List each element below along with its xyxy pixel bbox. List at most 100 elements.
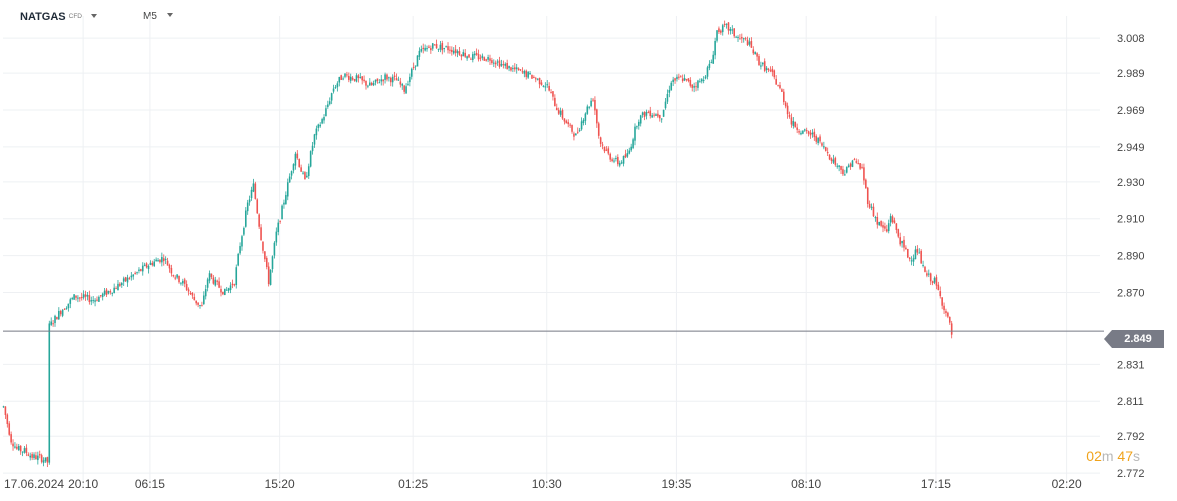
candle-body xyxy=(225,289,228,291)
y-tick-label: 2.910 xyxy=(1117,214,1145,226)
candle-body xyxy=(626,153,629,157)
candle-body xyxy=(4,406,7,415)
x-tick-label: 06:15 xyxy=(135,477,165,491)
candle-body xyxy=(769,70,772,72)
candle-body xyxy=(487,57,489,60)
candle-body xyxy=(727,22,730,31)
candle-body xyxy=(752,49,755,54)
candle-body xyxy=(647,112,650,114)
candle-body xyxy=(571,124,573,132)
candle-body xyxy=(731,29,734,31)
candle-body xyxy=(203,295,205,305)
candle-body xyxy=(344,73,346,77)
candle-body xyxy=(817,137,819,144)
candle-body xyxy=(498,60,501,67)
candle-body xyxy=(908,257,911,260)
candle-body xyxy=(506,62,508,70)
candle-body xyxy=(241,236,243,247)
candle-body xyxy=(620,162,623,164)
candle-body xyxy=(939,291,942,297)
candle-body xyxy=(948,316,951,323)
candle-body xyxy=(424,47,426,51)
y-tick-label: 2.870 xyxy=(1117,287,1145,299)
candle-body xyxy=(643,111,646,117)
candle-body xyxy=(926,273,928,276)
candle-body xyxy=(273,242,276,256)
candle-body xyxy=(210,273,213,278)
countdown-minutes: 02 xyxy=(1086,448,1102,464)
symbol-name: NATGAS xyxy=(20,11,66,23)
candle-body xyxy=(582,119,585,123)
candle-body xyxy=(857,163,860,165)
candle-body xyxy=(401,84,404,86)
candle-body xyxy=(451,49,453,53)
candle-body xyxy=(809,132,812,136)
candle-body xyxy=(725,23,728,25)
candle-body xyxy=(866,187,869,204)
candle-body xyxy=(42,460,45,463)
candle-body xyxy=(75,295,77,298)
candle-body xyxy=(216,280,218,282)
candle-body xyxy=(252,183,255,192)
candle-body xyxy=(456,51,459,54)
candle-body xyxy=(275,231,278,243)
candle-body xyxy=(601,144,604,146)
candle-body xyxy=(288,176,291,183)
candle-body xyxy=(493,62,495,64)
candle-body xyxy=(330,93,333,101)
candle-body xyxy=(662,109,665,117)
candle-body xyxy=(86,294,89,297)
candle-body xyxy=(868,203,871,208)
candle-body xyxy=(561,110,564,119)
candle-body xyxy=(521,71,524,73)
candle-body xyxy=(433,44,436,46)
candle-body xyxy=(681,78,684,82)
candle-body xyxy=(702,79,705,81)
candle-body xyxy=(542,85,545,87)
candle-body xyxy=(185,283,188,290)
candle-body xyxy=(763,61,766,71)
candle-body xyxy=(721,25,724,33)
candle-body xyxy=(565,120,568,124)
candle-body xyxy=(187,289,190,292)
candle-body xyxy=(884,226,886,229)
candle-body xyxy=(901,240,903,244)
candle-body xyxy=(120,283,123,286)
symbol-selector[interactable]: NATGAS CFD xyxy=(20,11,97,23)
y-tick-label: 2.949 xyxy=(1117,142,1145,154)
candle-body xyxy=(929,273,932,282)
candle-body xyxy=(79,297,81,299)
chart-grid xyxy=(3,16,1100,486)
candle-body xyxy=(191,292,194,296)
candle-body xyxy=(50,321,52,325)
candle-body xyxy=(783,91,785,103)
candle-body xyxy=(35,455,37,460)
candle-body xyxy=(88,295,91,303)
candle-body xyxy=(632,139,634,149)
candle-body xyxy=(126,277,129,283)
candle-body xyxy=(365,80,367,86)
candle-body xyxy=(12,443,14,447)
candle-body xyxy=(403,85,405,92)
candle-body xyxy=(376,78,379,81)
candle-body xyxy=(687,78,690,82)
candle-body xyxy=(14,446,16,448)
candle-body xyxy=(414,65,417,67)
candle-body xyxy=(559,110,562,115)
candle-body xyxy=(260,227,262,241)
candle-body xyxy=(802,130,804,134)
candle-body xyxy=(691,84,694,88)
candle-body xyxy=(56,317,58,320)
candle-body xyxy=(891,216,894,223)
candle-body xyxy=(573,133,575,137)
candle-body xyxy=(899,237,901,245)
candle-body xyxy=(143,264,146,266)
candle-body xyxy=(914,249,917,260)
candle-body xyxy=(470,58,472,60)
candle-body xyxy=(513,67,516,70)
candle-body xyxy=(460,54,463,57)
candle-body xyxy=(82,294,85,298)
candle-body xyxy=(933,277,936,283)
candle-body xyxy=(410,68,413,77)
